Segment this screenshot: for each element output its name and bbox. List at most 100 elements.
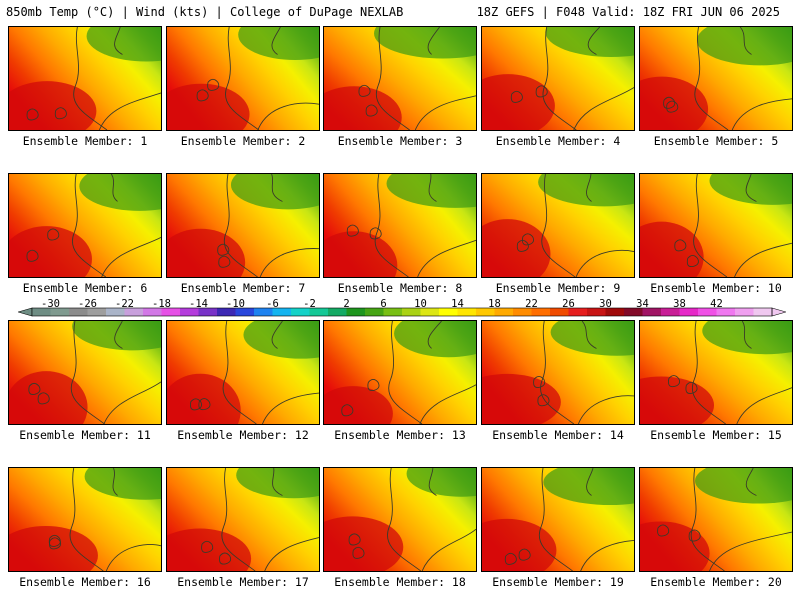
- colorbar-segment: [291, 308, 310, 316]
- colorbar-segment: [32, 308, 51, 316]
- colorbar-tick-label: 18: [488, 298, 501, 310]
- ensemble-member-map: [481, 173, 635, 278]
- ensemble-member-label: Ensemble Member: 5: [653, 134, 779, 148]
- ensemble-member-label: Ensemble Member: 15: [650, 428, 782, 442]
- map-title: 850mb Temp (°C) | Wind (kts) | College o…: [6, 5, 404, 19]
- colorbar-segment: [513, 308, 532, 316]
- colorbar-tick-label: -30: [41, 298, 60, 310]
- ensemble-member-label: Ensemble Member: 2: [180, 134, 306, 148]
- colorbar-segment: [494, 308, 514, 316]
- ensemble-member-map: [639, 320, 793, 425]
- ensemble-member-label: Ensemble Member: 18: [334, 575, 466, 589]
- ensemble-member-label: Ensemble Member: 20: [650, 575, 782, 589]
- colorbar-tick-label: -6: [266, 298, 279, 310]
- model-run-info: 18Z GEFS | F048 Valid: 18Z FRI JUN 06 20…: [476, 5, 780, 19]
- ensemble-member-map: [8, 320, 162, 425]
- ensemble-member-map: [481, 26, 635, 131]
- ensemble-member-map: [323, 467, 477, 572]
- colorbar-segment: [346, 308, 366, 316]
- colorbar-tick-label: -22: [115, 298, 134, 310]
- colorbar-segment: [272, 308, 292, 316]
- ensemble-member-map: [639, 467, 793, 572]
- colorbar-segment: [624, 308, 643, 316]
- colorbar-segment: [735, 308, 754, 316]
- ensemble-member-label: Ensemble Member: 8: [337, 281, 463, 295]
- colorbar-segment: [679, 308, 699, 316]
- colorbar-segment: [457, 308, 477, 316]
- ensemble-member-label: Ensemble Member: 17: [177, 575, 309, 589]
- ensemble-member-map: [323, 26, 477, 131]
- ensemble-member-label: Ensemble Member: 7: [180, 281, 306, 295]
- ensemble-member-label: Ensemble Member: 10: [650, 281, 782, 295]
- colorbar-segment: [328, 308, 347, 316]
- colorbar-segment: [87, 308, 107, 316]
- colorbar-segment: [753, 308, 773, 316]
- ensemble-member-map: [8, 467, 162, 572]
- colorbar-segment: [568, 308, 588, 316]
- colorbar-tick-label: 22: [525, 298, 538, 310]
- colorbar-tick-label: 6: [380, 298, 387, 310]
- colorbar-segment: [439, 308, 458, 316]
- colorbar-segment: [476, 308, 495, 316]
- colorbar-tick-label: 34: [636, 298, 649, 310]
- colorbar-tick-label: 26: [562, 298, 575, 310]
- ensemble-member-label: Ensemble Member: 14: [492, 428, 624, 442]
- colorbar-segment: [531, 308, 551, 316]
- colorbar-segment: [420, 308, 440, 316]
- colorbar-segment: [217, 308, 236, 316]
- colorbar-segment: [642, 308, 662, 316]
- colorbar-tick-label: 38: [673, 298, 686, 310]
- ensemble-member-map: [8, 173, 162, 278]
- colorbar-tick-label: -10: [226, 298, 245, 310]
- temperature-colorbar: [18, 307, 786, 317]
- ensemble-member-map: [323, 320, 477, 425]
- ensemble-member-map: [166, 320, 320, 425]
- colorbar-segment: [383, 308, 403, 316]
- colorbar-tick-label: -2: [303, 298, 316, 310]
- colorbar-segment: [661, 308, 680, 316]
- colorbar-segment: [198, 308, 218, 316]
- colorbar-tick-label: 2: [343, 298, 350, 310]
- colorbar-segment: [402, 308, 421, 316]
- colorbar-segment: [235, 308, 255, 316]
- colorbar-right-arrow: [771, 307, 786, 317]
- colorbar-tick-label: 10: [414, 298, 427, 310]
- colorbar-tick-label: -14: [189, 298, 208, 310]
- colorbar-segment: [143, 308, 162, 316]
- colorbar-tick-label: 30: [599, 298, 612, 310]
- colorbar-segment: [124, 308, 144, 316]
- ensemble-member-map: [323, 173, 477, 278]
- ensemble-member-map: [166, 467, 320, 572]
- ensemble-member-label: Ensemble Member: 3: [337, 134, 463, 148]
- colorbar-segment: [716, 308, 736, 316]
- colorbar-segment: [180, 308, 199, 316]
- colorbar-left-arrow: [18, 307, 33, 317]
- colorbar-segment: [605, 308, 625, 316]
- ensemble-member-map: [481, 467, 635, 572]
- ensemble-member-label: Ensemble Member: 11: [19, 428, 151, 442]
- colorbar-tick-label: 42: [710, 298, 723, 310]
- colorbar-segment: [69, 308, 88, 316]
- colorbar-segment: [161, 308, 181, 316]
- colorbar-segment: [254, 308, 273, 316]
- ensemble-member-map: [639, 26, 793, 131]
- colorbar-segment: [309, 308, 329, 316]
- ensemble-member-map: [166, 173, 320, 278]
- ensemble-member-map: [639, 173, 793, 278]
- colorbar-tick-label: -18: [152, 298, 171, 310]
- colorbar-tick-label: -26: [78, 298, 97, 310]
- colorbar-segment: [550, 308, 569, 316]
- ensemble-member-map: [8, 26, 162, 131]
- colorbar-segment: [587, 308, 606, 316]
- ensemble-member-label: Ensemble Member: 12: [177, 428, 309, 442]
- colorbar-segment: [106, 308, 125, 316]
- colorbar-segment: [50, 308, 70, 316]
- ensemble-member-label: Ensemble Member: 16: [19, 575, 151, 589]
- colorbar-tick-label: 14: [451, 298, 464, 310]
- ensemble-member-label: Ensemble Member: 4: [495, 134, 621, 148]
- ensemble-member-map: [481, 320, 635, 425]
- ensemble-member-map: [166, 26, 320, 131]
- ensemble-member-label: Ensemble Member: 19: [492, 575, 624, 589]
- ensemble-member-label: Ensemble Member: 13: [334, 428, 466, 442]
- ensemble-member-label: Ensemble Member: 6: [22, 281, 148, 295]
